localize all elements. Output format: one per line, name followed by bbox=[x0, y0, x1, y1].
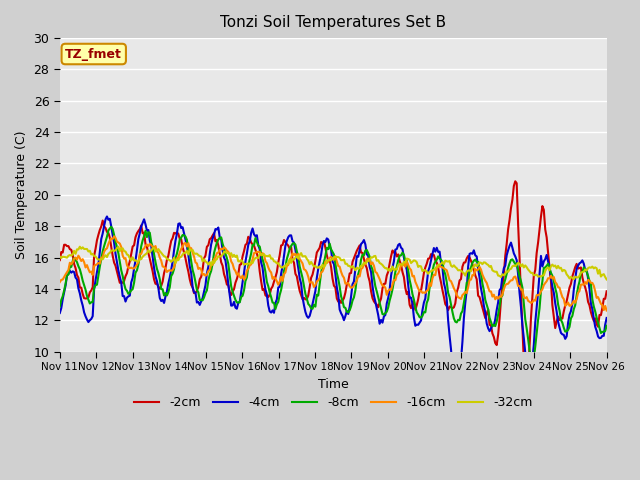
-8cm bbox=[602, 328, 609, 334]
-2cm bbox=[92, 246, 99, 252]
-32cm bbox=[603, 276, 611, 282]
-2cm bbox=[511, 179, 519, 184]
-16cm bbox=[529, 299, 536, 305]
-2cm bbox=[530, 273, 538, 278]
-8cm bbox=[603, 323, 611, 329]
-4cm bbox=[75, 286, 83, 291]
Line: -4cm: -4cm bbox=[60, 216, 607, 396]
-2cm bbox=[56, 257, 64, 263]
-32cm bbox=[529, 270, 536, 276]
-8cm bbox=[56, 303, 64, 309]
-2cm bbox=[337, 300, 345, 306]
-32cm bbox=[447, 263, 455, 268]
Text: TZ_fmet: TZ_fmet bbox=[65, 48, 122, 60]
-2cm bbox=[602, 296, 609, 302]
-4cm bbox=[530, 342, 538, 348]
Line: -16cm: -16cm bbox=[60, 236, 607, 311]
-2cm bbox=[522, 395, 529, 400]
-4cm bbox=[602, 322, 609, 327]
-4cm bbox=[447, 347, 455, 352]
-32cm bbox=[93, 256, 101, 262]
-8cm bbox=[529, 359, 536, 365]
-16cm bbox=[339, 273, 346, 278]
-2cm bbox=[603, 288, 611, 294]
-4cm bbox=[453, 393, 461, 399]
Line: -8cm: -8cm bbox=[60, 227, 607, 362]
-4cm bbox=[92, 277, 99, 283]
-4cm bbox=[339, 313, 346, 319]
-16cm bbox=[447, 278, 455, 284]
-8cm bbox=[530, 355, 538, 361]
-16cm bbox=[56, 279, 64, 285]
-4cm bbox=[56, 310, 64, 316]
-16cm bbox=[110, 233, 118, 239]
-16cm bbox=[92, 262, 99, 268]
Legend: -2cm, -4cm, -8cm, -16cm, -32cm: -2cm, -4cm, -8cm, -16cm, -32cm bbox=[129, 391, 538, 414]
-16cm bbox=[600, 307, 607, 313]
-8cm bbox=[339, 298, 346, 304]
-32cm bbox=[75, 247, 83, 252]
-16cm bbox=[603, 308, 611, 313]
Y-axis label: Soil Temperature (C): Soil Temperature (C) bbox=[15, 131, 28, 259]
-8cm bbox=[447, 302, 455, 308]
-16cm bbox=[75, 253, 83, 259]
-2cm bbox=[445, 303, 453, 309]
Title: Tonzi Soil Temperatures Set B: Tonzi Soil Temperatures Set B bbox=[220, 15, 446, 30]
-32cm bbox=[76, 244, 84, 250]
-8cm bbox=[92, 282, 99, 288]
X-axis label: Time: Time bbox=[318, 377, 349, 391]
-8cm bbox=[75, 264, 83, 269]
-2cm bbox=[75, 275, 83, 281]
-32cm bbox=[339, 257, 346, 263]
-32cm bbox=[56, 254, 64, 260]
-4cm bbox=[103, 214, 111, 219]
Line: -2cm: -2cm bbox=[60, 181, 607, 397]
-32cm bbox=[600, 271, 607, 277]
-4cm bbox=[603, 315, 611, 321]
-8cm bbox=[108, 224, 115, 229]
Line: -32cm: -32cm bbox=[60, 247, 607, 279]
